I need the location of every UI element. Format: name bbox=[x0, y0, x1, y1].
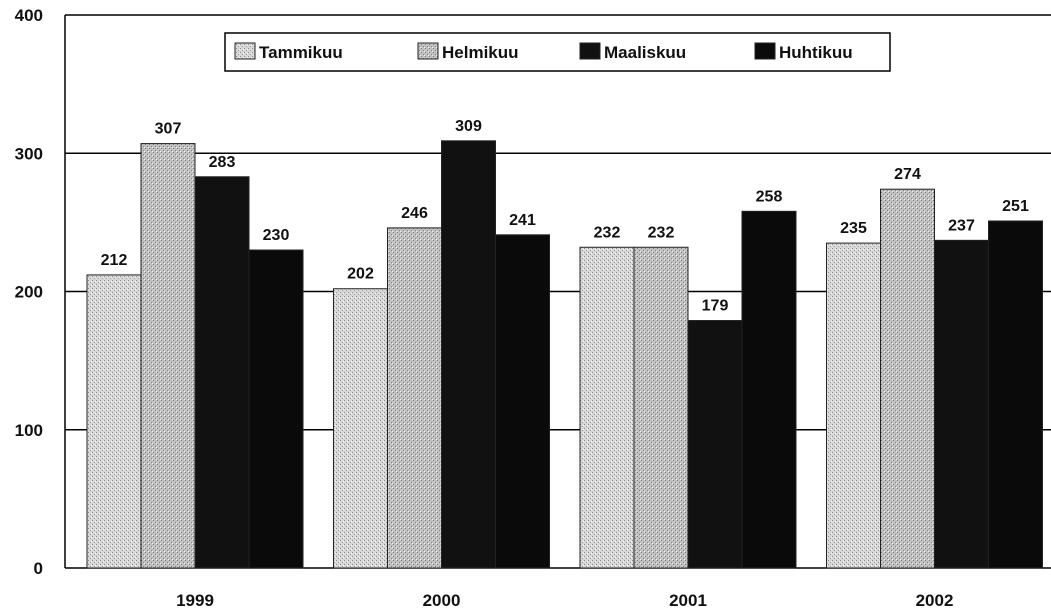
legend-label-huhtikuu: Huhtikuu bbox=[779, 43, 853, 62]
x-tick-label: 2001 bbox=[669, 591, 707, 610]
bar-maaliskuu-2002 bbox=[934, 239, 989, 569]
y-tick-label: 400 bbox=[15, 6, 43, 25]
data-label: 179 bbox=[702, 298, 729, 315]
y-tick-label: 100 bbox=[15, 421, 43, 440]
bar-tammikuu-2000 bbox=[333, 288, 388, 569]
y-tick-label: 200 bbox=[15, 283, 43, 302]
data-label: 232 bbox=[648, 224, 675, 241]
data-label: 237 bbox=[948, 217, 975, 234]
x-tick-label: 2002 bbox=[916, 591, 954, 610]
legend-swatch-huhtikuu bbox=[754, 42, 776, 60]
data-label: 274 bbox=[894, 166, 921, 183]
data-label: 241 bbox=[509, 212, 536, 229]
bar-helmikuu-2000 bbox=[387, 227, 442, 569]
bar-helmikuu-2001 bbox=[633, 246, 689, 569]
bar-huhtikuu-1999 bbox=[248, 249, 304, 569]
bar-tammikuu-2001 bbox=[579, 246, 635, 569]
data-label: 235 bbox=[840, 220, 867, 237]
y-tick-label: 300 bbox=[15, 144, 43, 163]
bar-maaliskuu-2000 bbox=[441, 140, 496, 569]
data-label: 283 bbox=[209, 154, 236, 171]
data-label: 230 bbox=[263, 227, 290, 244]
bar-helmikuu-2002 bbox=[880, 188, 935, 569]
bar-huhtikuu-2000 bbox=[495, 234, 550, 569]
data-label: 212 bbox=[101, 252, 128, 269]
bar-tammikuu-1999 bbox=[86, 274, 142, 569]
legend-label-tammikuu: Tammikuu bbox=[259, 43, 343, 62]
legend-box bbox=[224, 32, 891, 72]
y-tick-label: 0 bbox=[34, 559, 43, 578]
bar-huhtikuu-2001 bbox=[741, 210, 797, 569]
bar-helmikuu-1999 bbox=[140, 143, 196, 569]
data-label: 202 bbox=[347, 266, 374, 283]
bar-huhtikuu-2002 bbox=[988, 220, 1043, 569]
data-label: 258 bbox=[756, 188, 783, 205]
x-tick-label: 1999 bbox=[176, 591, 214, 610]
data-label: 232 bbox=[594, 224, 621, 241]
legend-swatch-maaliskuu bbox=[579, 42, 601, 60]
bar-tammikuu-2002 bbox=[826, 242, 881, 569]
bar-maaliskuu-1999 bbox=[194, 176, 250, 569]
legend: Tammikuu Helmikuu Maaliskuu Huhtikuu bbox=[224, 32, 891, 72]
legend-label-helmikuu: Helmikuu bbox=[442, 43, 519, 62]
legend-swatch-tammikuu bbox=[234, 42, 256, 60]
bar-maaliskuu-2001 bbox=[687, 320, 743, 569]
legend-swatch-helmikuu bbox=[417, 42, 439, 60]
x-tick-label: 2000 bbox=[423, 591, 461, 610]
data-label: 309 bbox=[455, 118, 482, 135]
data-label: 251 bbox=[1002, 198, 1029, 215]
data-label: 307 bbox=[155, 121, 182, 138]
legend-label-maaliskuu: Maaliskuu bbox=[604, 43, 686, 62]
data-label: 246 bbox=[401, 205, 428, 222]
